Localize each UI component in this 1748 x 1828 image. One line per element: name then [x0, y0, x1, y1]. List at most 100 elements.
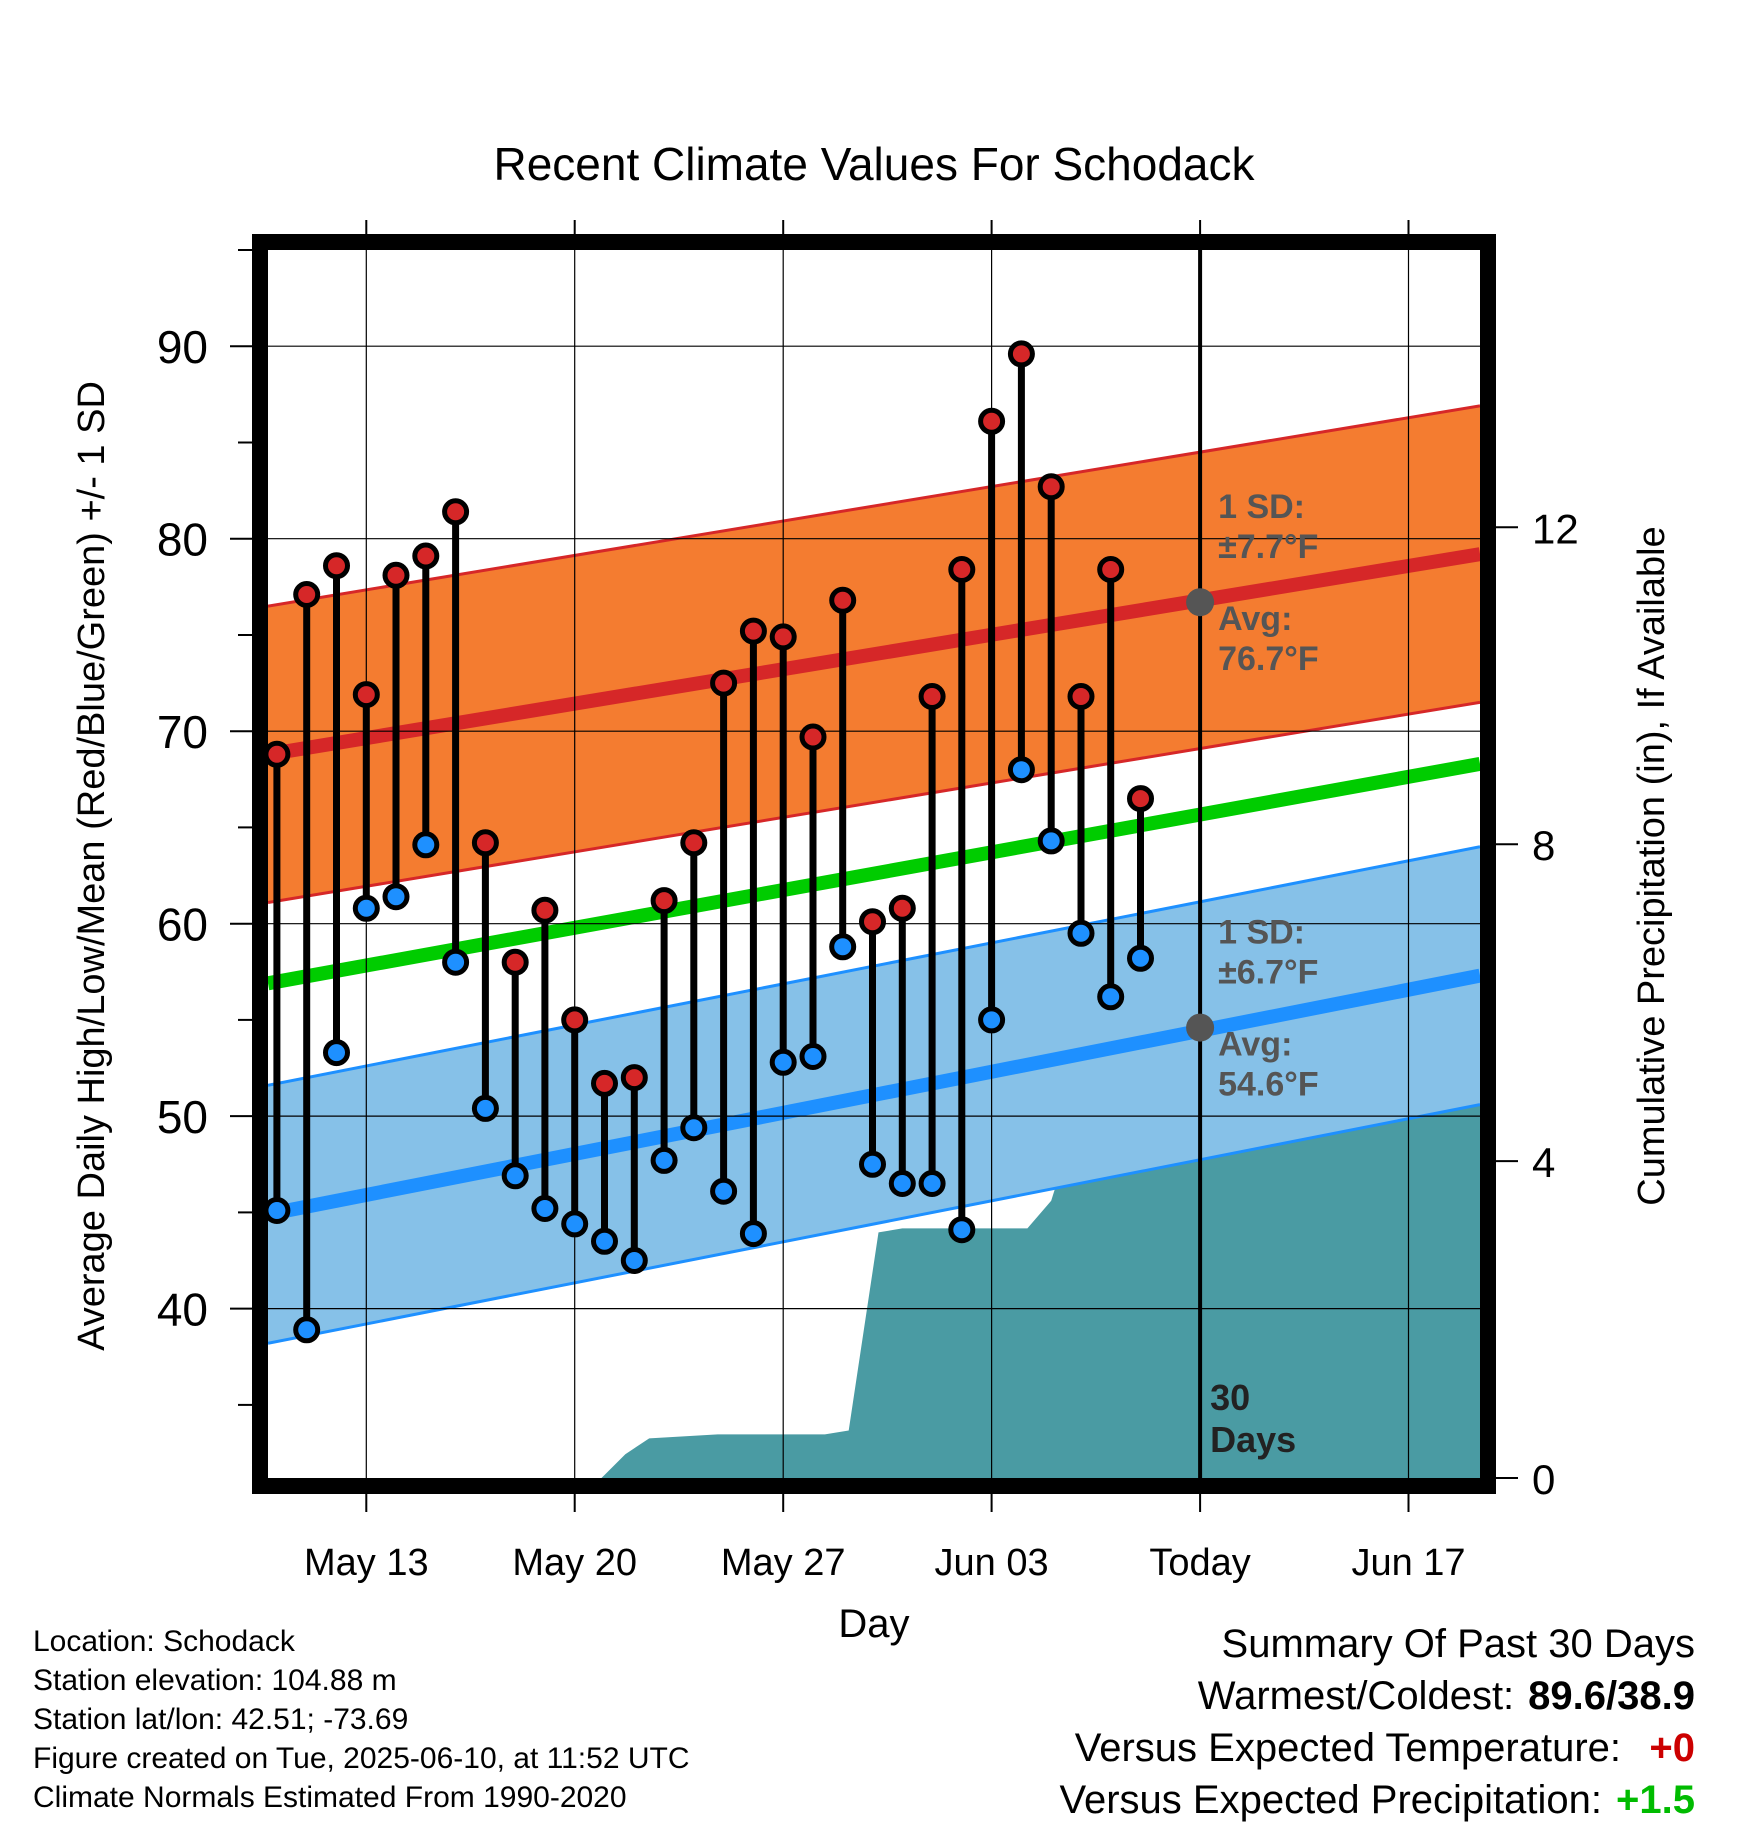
low-point [710, 1177, 738, 1205]
x-tick-label: Today [1149, 1542, 1250, 1584]
low-point [888, 1170, 916, 1197]
high-point [829, 586, 857, 614]
plot-area [268, 0, 1480, 1478]
high-sd-label: 1 SD: [1218, 488, 1305, 526]
high-point [710, 669, 738, 697]
low-point [531, 1195, 559, 1222]
high-point [948, 556, 976, 583]
low-avg-label: Avg: [1218, 1026, 1292, 1064]
low-point [293, 1316, 321, 1344]
temp-vs-expected-value: +0 [1649, 1726, 1695, 1770]
high-point [769, 623, 797, 651]
low-point [680, 1114, 708, 1142]
low-point [829, 933, 857, 961]
low-point [1097, 983, 1125, 1011]
high-point [501, 948, 529, 976]
high-point [680, 829, 708, 857]
high-point [1097, 556, 1125, 583]
chart-title: Recent Climate Values For Schodack [493, 138, 1255, 190]
station-info: Location: Schodack Station elevation: 10… [33, 1622, 690, 1817]
high-point [1127, 785, 1154, 813]
low-point [650, 1146, 678, 1174]
plot-frame [252, 234, 1496, 1494]
y-right-tick-label: 0 [1532, 1456, 1555, 1503]
high-point [471, 829, 499, 857]
low-point [561, 1210, 589, 1238]
low-point [1067, 919, 1095, 947]
y-left-tick-label: 90 [157, 321, 208, 373]
low-point [591, 1227, 618, 1255]
high-point [888, 894, 916, 922]
normal-mean-line [268, 757, 1480, 991]
high-point [620, 1064, 648, 1092]
normal-high-band-lower-edge [268, 700, 1480, 904]
low-point [323, 1039, 350, 1067]
high-point [442, 498, 470, 526]
high-sd-value: ±7.7°F [1218, 528, 1318, 566]
high-point [323, 552, 350, 580]
normals-line: Climate Normals Estimated From 1990-2020 [33, 1781, 627, 1814]
low-point [501, 1162, 529, 1190]
temp-vs-expected-label: Versus Expected Temperature: [1074, 1726, 1621, 1770]
high-avg-label: Avg: [1218, 600, 1292, 638]
y-axis-right-label: Cumulative Precipitation (in), If Availa… [1631, 526, 1673, 1205]
warmest-coldest-value: 89.6/38.9 [1528, 1674, 1695, 1718]
latlon-line: Station lat/lon: 42.51; -73.69 [33, 1703, 409, 1736]
low-avg-value: 54.6°F [1218, 1066, 1319, 1104]
elevation-line: Station elevation: 104.88 m [33, 1664, 397, 1697]
temp-vs-expected-row: Versus Expected Temperature: +0 [1060, 1722, 1695, 1774]
high-point [1159, 0, 1181, 11]
summary-title: Summary Of Past 30 Days [1221, 1622, 1695, 1666]
low-point [769, 1048, 797, 1076]
summary-panel: Summary Of Past 30 Days Warmest/Coldest:… [1060, 1618, 1696, 1826]
warmest-coldest-label: Warmest/Coldest: [1197, 1674, 1515, 1718]
precip-vs-expected-label: Versus Expected Precipitation: [1059, 1778, 1603, 1822]
y-right-tick-label: 4 [1532, 1139, 1555, 1186]
y-left-tick-label: 40 [157, 1284, 208, 1336]
precipitation-area [601, 1066, 1480, 1478]
high-point [268, 740, 291, 768]
high-point [591, 1069, 618, 1097]
high-point [1037, 473, 1065, 501]
normal-low-band-lower-edge [268, 1103, 1480, 1345]
low-point [620, 1247, 648, 1274]
low-point [1159, 0, 1181, 11]
y-right-tick-label: 8 [1532, 822, 1555, 869]
high-point [1007, 340, 1035, 368]
today-high-marker [1186, 588, 1215, 617]
high-point [352, 681, 380, 709]
x-tick-label: May 13 [304, 1542, 429, 1584]
high-point [918, 683, 946, 710]
y-left-tick-label: 80 [157, 514, 208, 566]
low-point [859, 1150, 886, 1178]
low-point [918, 1170, 946, 1197]
precip-vs-expected-row: Versus Expected Precipitation: +1.5 [1060, 1774, 1696, 1826]
days-word-label: Days [1210, 1419, 1296, 1460]
high-point [1067, 683, 1095, 710]
high-point [382, 561, 410, 589]
days-count-label: 30 [1210, 1377, 1250, 1418]
precip-vs-expected-value: +1.5 [1616, 1778, 1695, 1822]
normal-high-line [268, 547, 1480, 762]
low-sd-value: ±6.7°F [1218, 954, 1318, 992]
low-point [948, 1216, 976, 1244]
location-line: Location: Schodack [33, 1625, 295, 1658]
low-point [442, 948, 470, 976]
high-point [650, 887, 678, 915]
x-axis-label: Day [838, 1602, 909, 1646]
low-point [268, 1197, 291, 1224]
low-point [739, 1220, 767, 1248]
high-point [799, 723, 827, 751]
low-point [412, 831, 440, 859]
low-point [471, 1094, 499, 1122]
low-point [1037, 827, 1065, 855]
low-point [1127, 944, 1154, 972]
y-left-tick-label: 60 [157, 899, 208, 951]
created-line: Figure created on Tue, 2025-06-10, at 11… [33, 1742, 690, 1775]
high-point [412, 542, 440, 570]
high-avg-value: 76.7°F [1218, 640, 1319, 678]
y-right-tick-label: 12 [1532, 505, 1579, 552]
low-point [978, 1006, 1006, 1034]
low-sd-label: 1 SD: [1218, 914, 1305, 952]
